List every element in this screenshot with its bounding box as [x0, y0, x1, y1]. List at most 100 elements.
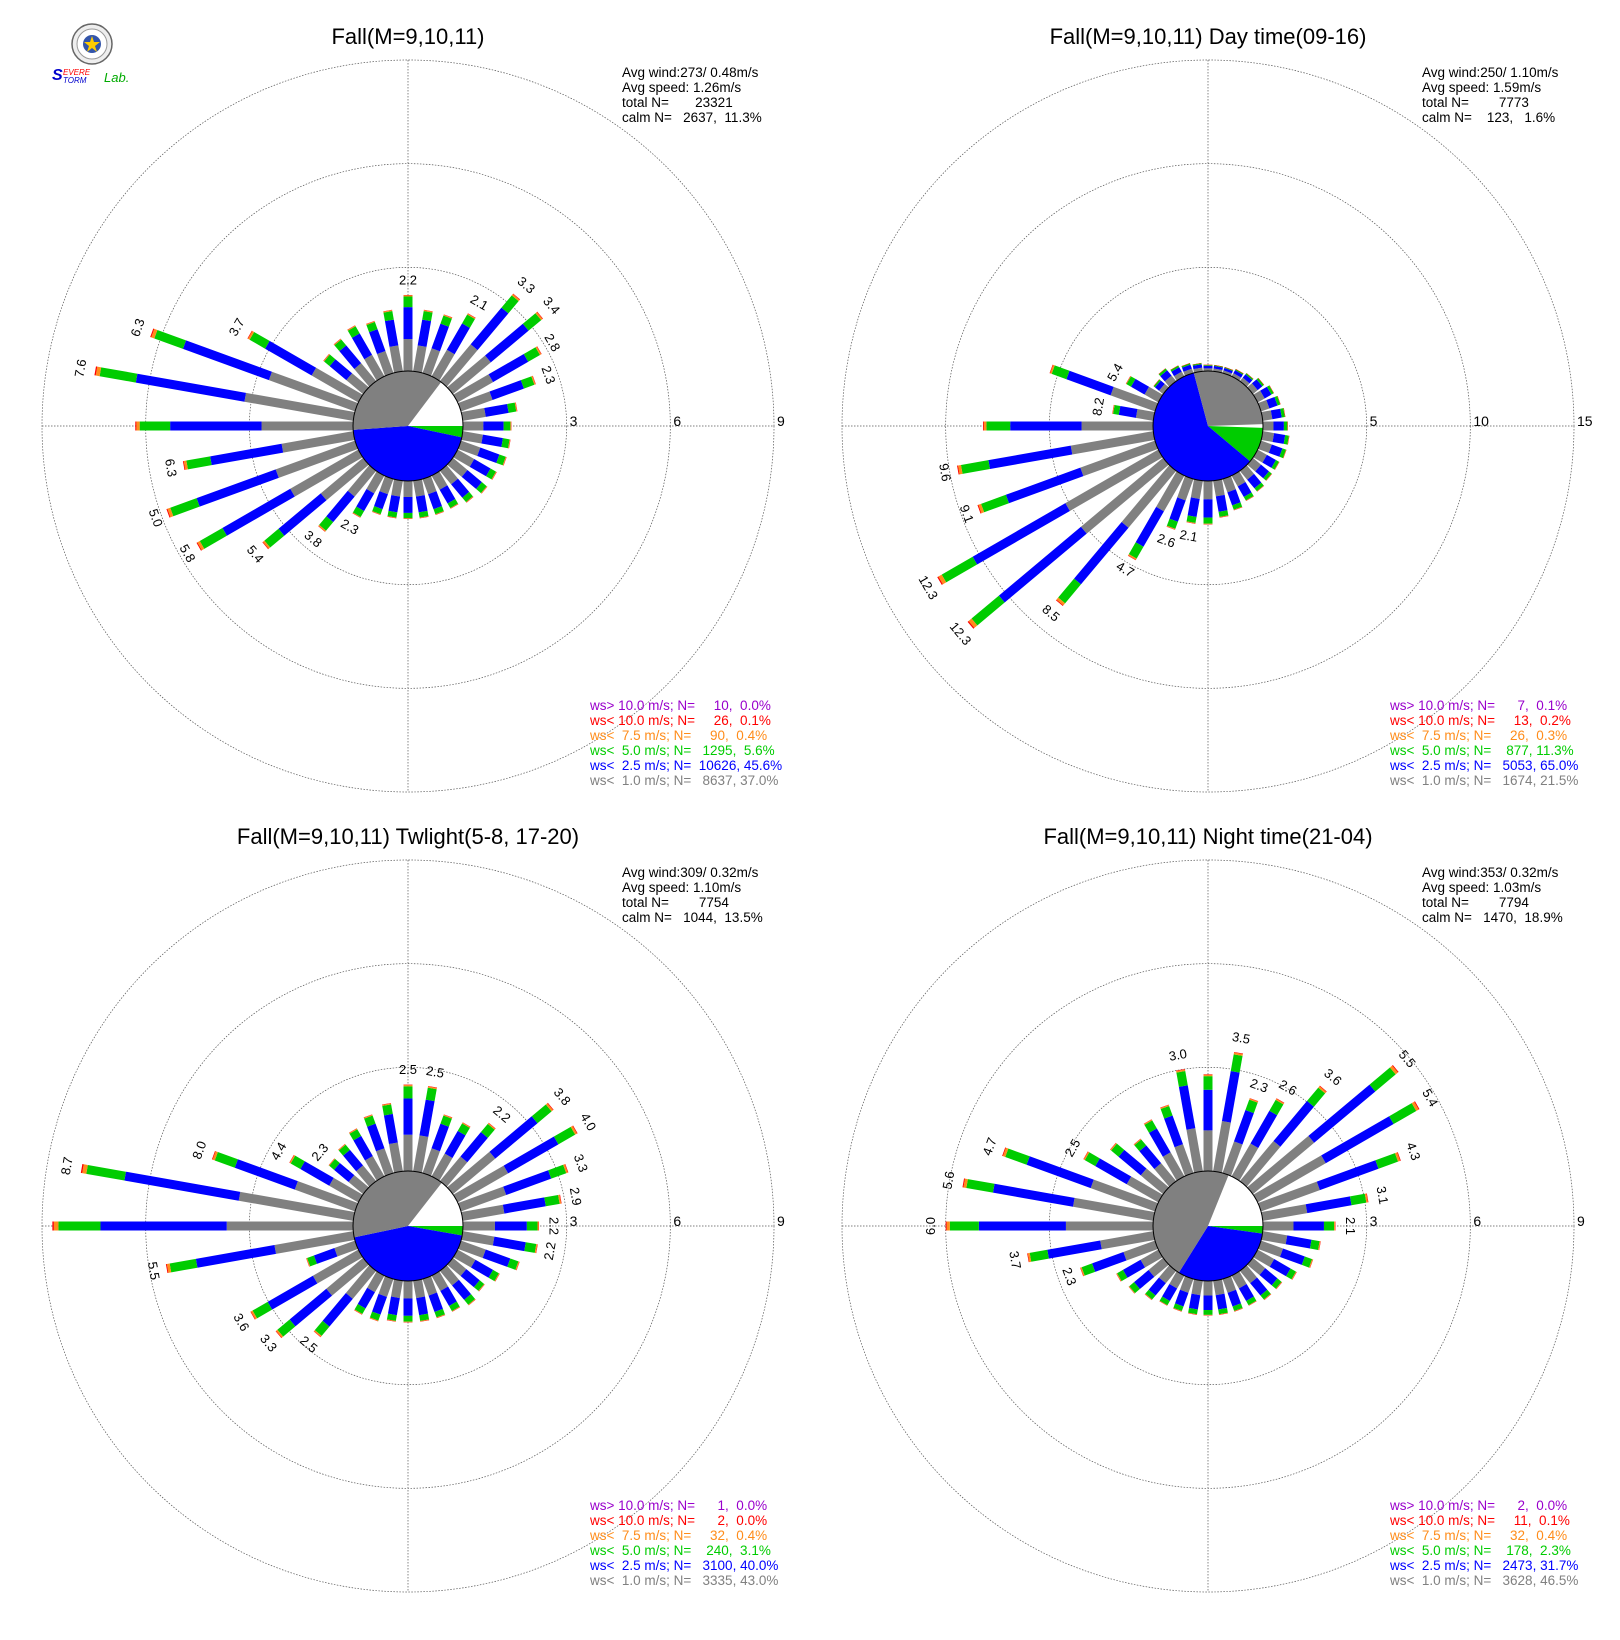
bar-segment	[1159, 1300, 1168, 1306]
bar-segment	[349, 1128, 358, 1134]
bar-segment	[1213, 479, 1225, 497]
bar-segment	[431, 1123, 449, 1152]
legend-entry: ws< 1.0 m/s; N= 8637, 37.0%	[589, 773, 778, 788]
bar-segment	[352, 512, 361, 518]
bar-segment	[1123, 1240, 1158, 1261]
bar-segment	[1259, 1268, 1278, 1286]
stats-avg-wind: Avg wind:273/ 0.48m/s	[622, 65, 759, 80]
bar-segment	[353, 1135, 373, 1161]
calm-slice	[352, 1171, 442, 1238]
bar-segment	[1188, 1312, 1198, 1315]
direction-bar	[289, 1154, 363, 1203]
bar-segment	[250, 1310, 258, 1320]
direction-bar	[1125, 375, 1163, 403]
direction-bar	[458, 440, 507, 466]
bar-value-label: 2.5	[399, 1062, 417, 1077]
direction-bar	[1144, 1265, 1177, 1301]
direction-bar	[1128, 1257, 1169, 1294]
bar-value-label: 2.3	[1059, 1265, 1079, 1287]
direction-bar	[461, 1194, 562, 1221]
bar-value-label: 5.4	[244, 542, 267, 565]
bar-segment	[453, 1165, 509, 1203]
ring-label: 3	[570, 1213, 578, 1229]
svg-text:TORM: TORM	[63, 76, 87, 85]
bar-segment	[1186, 1128, 1203, 1173]
bar-segment	[419, 1099, 435, 1137]
bar-segment	[458, 440, 481, 456]
bar-value-label: 5.6	[939, 1170, 957, 1190]
bar-segment	[1203, 1314, 1213, 1316]
bar-segment	[264, 528, 285, 548]
bar-segment	[403, 1134, 413, 1171]
bar-segment	[1232, 502, 1243, 510]
bar-segment	[345, 1265, 377, 1299]
bar-segment	[1116, 1273, 1121, 1282]
bar-segment	[1260, 1289, 1271, 1300]
bar-segment	[196, 542, 202, 551]
bar-segment	[1174, 1144, 1194, 1176]
bar-segment	[423, 310, 433, 313]
direction-bar	[461, 431, 511, 449]
bar-segment	[167, 507, 174, 518]
bar-segment	[1272, 433, 1286, 444]
direction-bar	[413, 479, 429, 519]
bar-segment	[413, 1279, 426, 1299]
bar-segment	[443, 314, 453, 319]
bar-segment	[166, 1263, 172, 1273]
bar-segment	[1203, 523, 1213, 525]
direction-bar	[1239, 1265, 1272, 1301]
bar-segment	[452, 1307, 461, 1312]
bar-segment	[422, 311, 433, 322]
bar-segment	[535, 1244, 538, 1254]
bar-segment	[323, 354, 330, 362]
bar-segment	[1110, 1142, 1117, 1151]
bar-segment	[1160, 370, 1172, 382]
bar-segment	[563, 1164, 568, 1174]
bar-segment	[486, 468, 497, 480]
bar-segment	[470, 1259, 494, 1278]
bar-segment	[314, 1320, 330, 1336]
direction-bar	[967, 457, 1169, 629]
bar-segment	[524, 1242, 537, 1253]
bar-segment	[480, 486, 488, 494]
bar-segment	[226, 1221, 353, 1231]
direction-bar	[1181, 363, 1194, 376]
bar-segment	[1083, 1151, 1089, 1160]
bar-segment	[372, 506, 383, 515]
direction-bar	[403, 1281, 413, 1323]
bar-segment	[439, 465, 458, 485]
bar-segment	[535, 312, 543, 321]
bar-segment	[1128, 542, 1144, 559]
bar-segment	[1126, 376, 1136, 387]
direction-bar	[1239, 373, 1254, 387]
bar-segment	[461, 407, 486, 421]
legend-entry: ws< 10.0 m/s; N= 13, 0.2%	[1389, 713, 1571, 728]
bar-segment	[522, 313, 542, 331]
bar-value-label: 3.8	[551, 1085, 574, 1108]
bar-segment	[1112, 404, 1115, 414]
direction-bar	[982, 421, 1153, 431]
bar-segment	[86, 1164, 126, 1181]
bar-segment	[1203, 517, 1213, 524]
bar-segment	[1111, 1143, 1125, 1157]
direction-bar	[439, 465, 474, 503]
bar-segment	[941, 556, 978, 583]
calm-slice	[408, 1226, 463, 1236]
bar-value-label: 5.8	[177, 542, 199, 565]
bar-segment	[1238, 1283, 1254, 1302]
bar-segment	[1261, 431, 1275, 442]
legend-entry: ws< 5.0 m/s; N= 240, 3.1%	[589, 1543, 771, 1558]
bar-segment	[469, 459, 491, 477]
bar-segment	[403, 1321, 413, 1323]
bar-segment	[545, 1103, 554, 1112]
bar-segment	[1159, 1301, 1168, 1306]
bar-segment	[367, 1271, 385, 1293]
bar-segment	[982, 421, 984, 431]
direction-bar	[1222, 1098, 1259, 1176]
bar-segment	[1186, 521, 1196, 524]
bar-segment	[981, 494, 1009, 513]
bar-segment	[1170, 365, 1179, 371]
legend-entry: ws< 10.0 m/s; N= 2, 0.0%	[589, 1513, 767, 1528]
bar-segment	[1237, 481, 1252, 497]
bar-segment	[1239, 465, 1255, 480]
